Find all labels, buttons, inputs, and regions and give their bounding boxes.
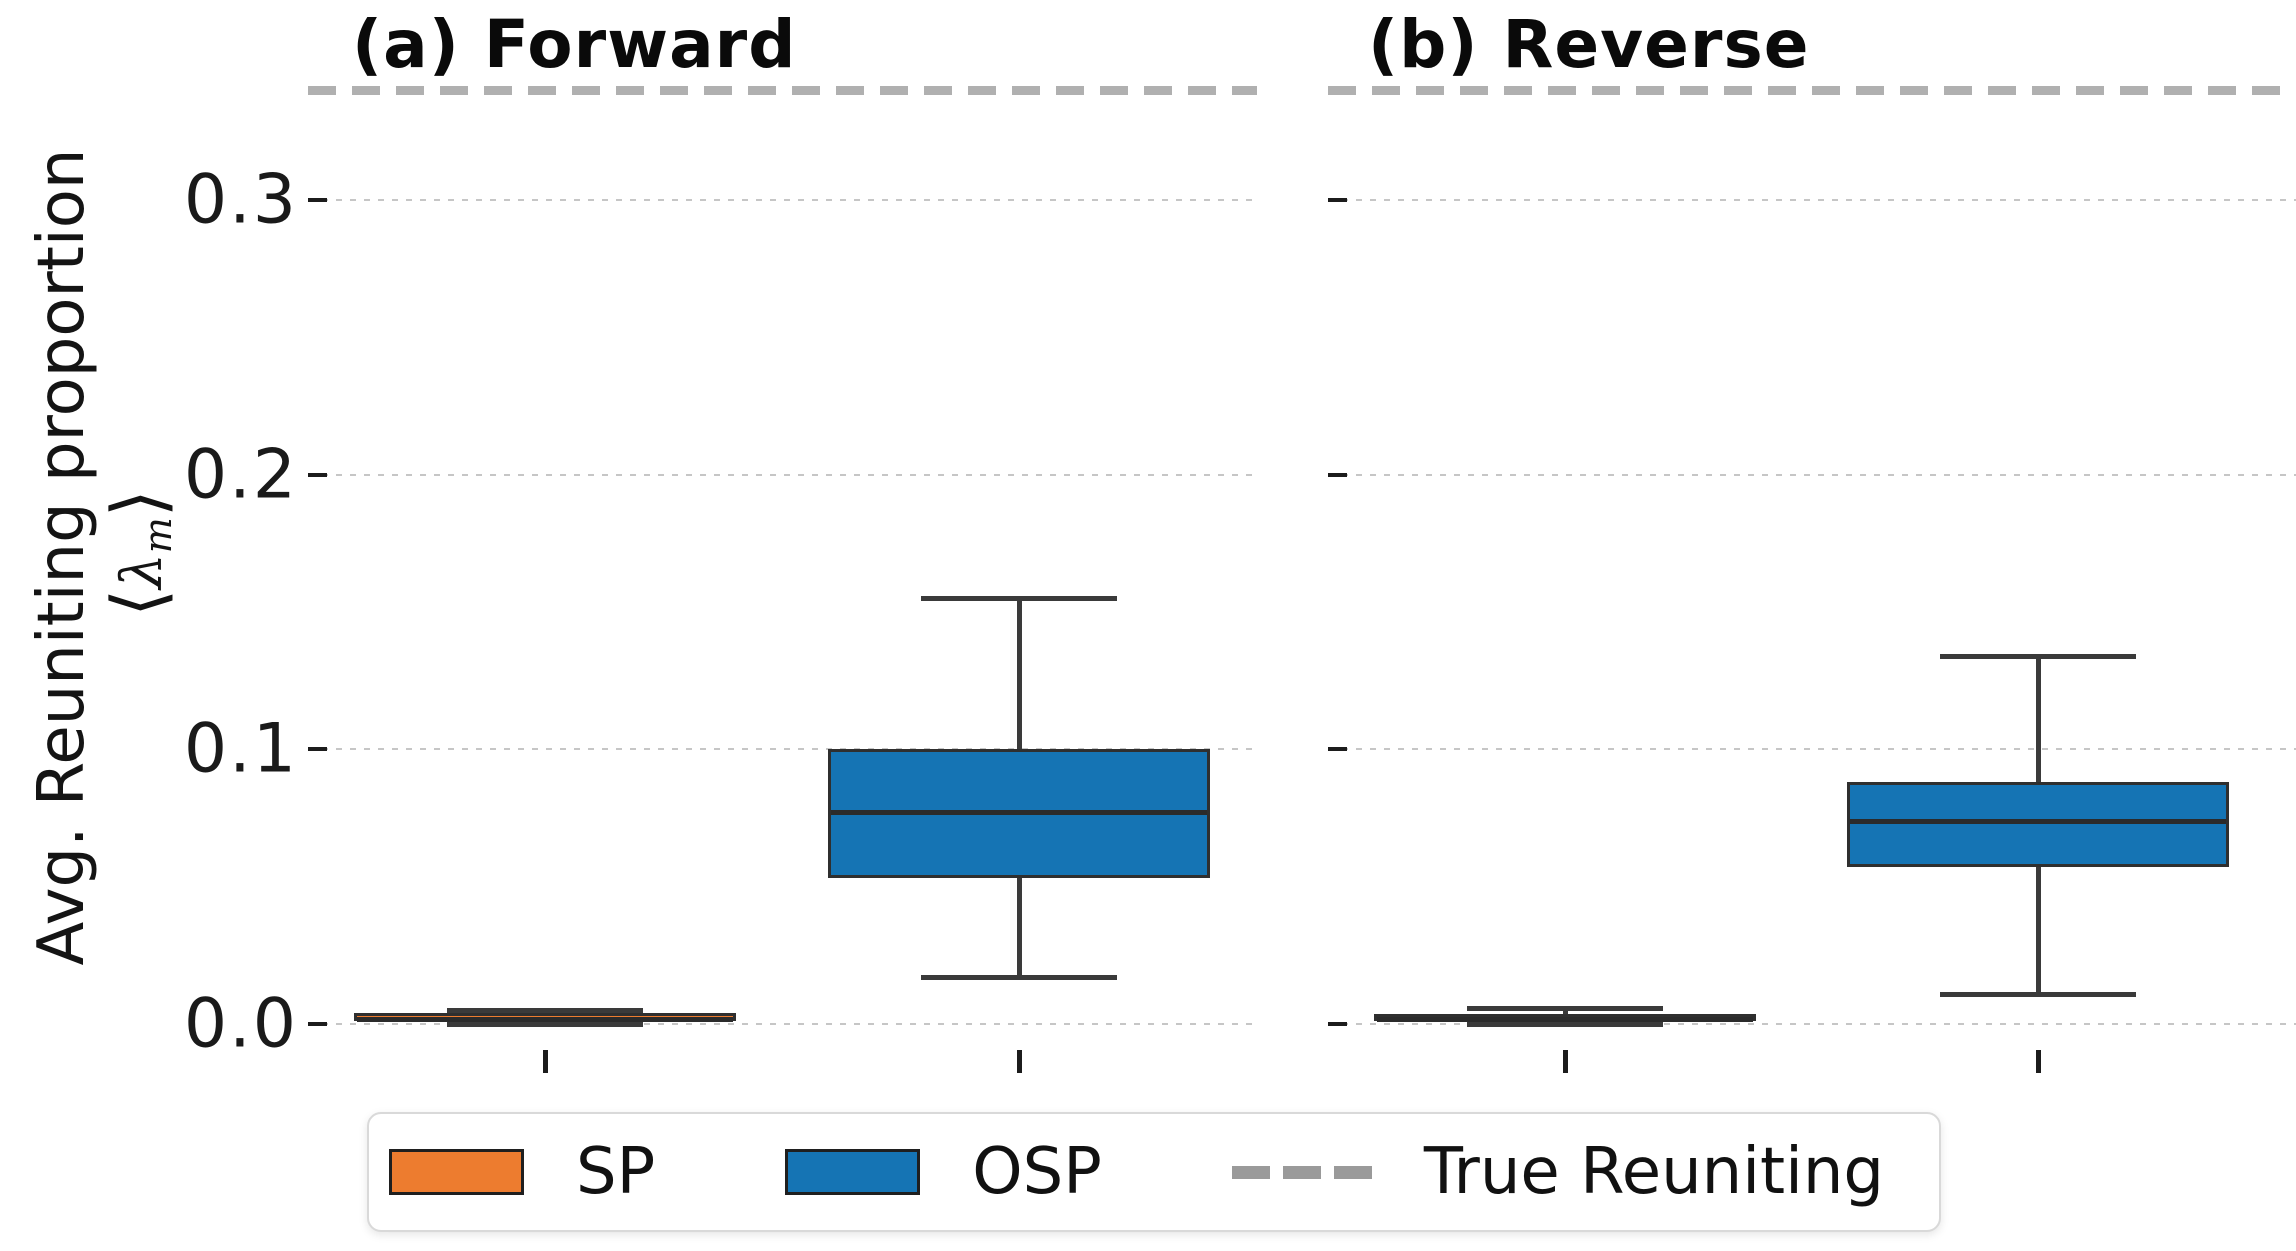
y-tick-label: 0.2 xyxy=(183,435,298,515)
y-tick-label: 0.1 xyxy=(183,709,298,789)
x-tick-mark xyxy=(1563,1050,1568,1073)
box-median-line xyxy=(1850,819,2226,824)
whisker-cap-lower xyxy=(921,975,1117,980)
y-tick-mark xyxy=(1328,747,1347,751)
true-reuniting-line xyxy=(1328,86,2296,95)
y-tick-mark xyxy=(308,198,327,202)
lambda-subscript: m xyxy=(136,517,180,554)
whisker-cap-upper xyxy=(1940,654,2136,659)
true-reuniting-line xyxy=(308,86,1257,95)
y-gridline xyxy=(1328,199,2296,201)
box-median-line xyxy=(357,1017,733,1022)
y-tick-mark xyxy=(1328,473,1347,477)
y-tick-mark xyxy=(308,747,327,751)
legend-label-sp: SP xyxy=(576,1135,656,1209)
whisker-cap-upper xyxy=(447,1008,643,1013)
whisker-cap-lower xyxy=(1467,1022,1663,1027)
langle-bracket: ⟨ xyxy=(96,588,180,617)
whisker-cap-lower xyxy=(447,1022,643,1027)
dashed-line-sample xyxy=(1231,1165,1372,1179)
box-median-line xyxy=(1377,1017,1753,1022)
y-gridline xyxy=(308,474,1257,476)
osp-color-swatch xyxy=(785,1149,921,1195)
y-gridline xyxy=(308,199,1257,201)
legend-label-true-reuniting: True Reuniting xyxy=(1423,1135,1885,1209)
y-gridline xyxy=(308,1023,1257,1025)
y-gridline xyxy=(308,748,1257,750)
y-gridline xyxy=(1328,474,2296,476)
y-gridline xyxy=(1328,1023,2296,1025)
panel-a-title: (a) Forward xyxy=(352,6,797,83)
panel-b-title: (b) Reverse xyxy=(1368,6,1810,83)
legend: SP OSP True Reuniting xyxy=(367,1112,1941,1232)
y-tick-label: 0.0 xyxy=(183,984,298,1064)
legend-label-osp: OSP xyxy=(972,1135,1102,1209)
box-median-line xyxy=(831,810,1207,815)
y-axis-label: Avg. Reuniting proportion xyxy=(25,148,99,966)
x-tick-mark xyxy=(543,1050,548,1073)
y-tick-mark xyxy=(1328,198,1347,202)
sp-color-swatch xyxy=(389,1149,524,1195)
y-gridline xyxy=(1328,748,2296,750)
whisker-cap-upper xyxy=(1467,1006,1663,1011)
y-tick-mark xyxy=(1328,1022,1347,1026)
whisker-cap-upper xyxy=(921,596,1117,601)
y-tick-mark xyxy=(308,1022,327,1026)
y-tick-label: 0.3 xyxy=(183,160,298,240)
x-tick-mark xyxy=(2036,1050,2041,1073)
box-osp xyxy=(1847,782,2229,867)
x-tick-mark xyxy=(1017,1050,1022,1073)
y-tick-mark xyxy=(308,473,327,477)
whisker-cap-lower xyxy=(1940,992,2136,997)
lambda-symbol: λ xyxy=(109,553,175,589)
